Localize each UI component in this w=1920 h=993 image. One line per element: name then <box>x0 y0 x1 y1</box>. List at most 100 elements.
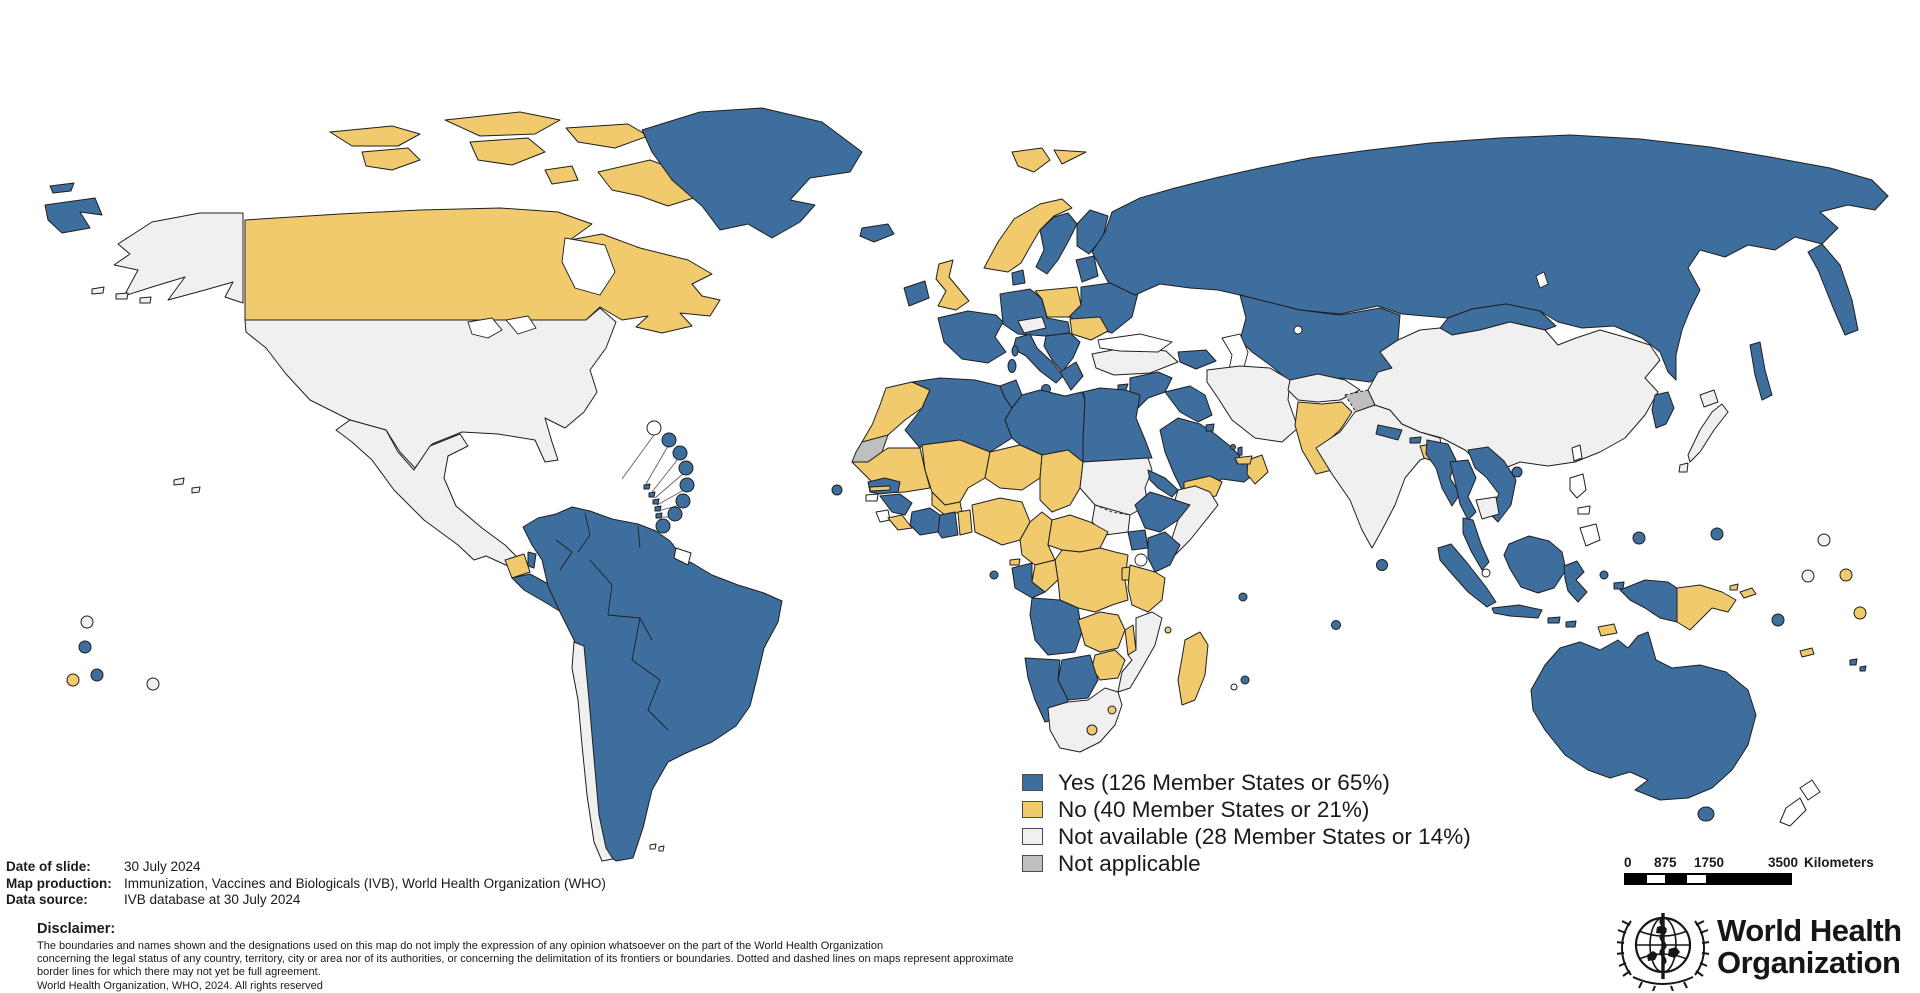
region-pacw-dot-5 <box>146 677 160 691</box>
region-eq-guinea <box>1009 558 1021 566</box>
region-russia-chukotka-2 <box>49 182 75 194</box>
scale-tick-1750: 1750 <box>1694 855 1725 870</box>
meta-source-value: IVB database at 30 July 2024 <box>124 892 301 907</box>
region-china <box>1367 321 1661 471</box>
region-cambodia <box>1475 496 1500 520</box>
region-aleutians <box>91 286 152 304</box>
disclaimer-title: Disclaimer: <box>37 921 116 937</box>
region-arctic-3 <box>444 111 561 137</box>
region-svalbard-2 <box>1053 149 1087 165</box>
legend-label-not-available: Not available (28 Member States or 14%) <box>1058 823 1471 849</box>
middle-east-group <box>1120 371 1269 501</box>
region-timor-leste <box>1597 623 1618 637</box>
disclaimer-line-4: World Health Organization, WHO, 2024. Al… <box>37 979 323 992</box>
region-sardinia <box>1007 359 1017 373</box>
region-fiji-1 <box>1849 658 1858 666</box>
legend-item-not-applicable: Not applicable <box>1022 850 1471 877</box>
region-madagascar <box>1177 631 1209 706</box>
north-america-group <box>44 107 895 635</box>
region-maluku-1 <box>1599 570 1609 580</box>
region-south-sudan <box>1091 504 1131 536</box>
region-tanzania <box>1127 564 1166 613</box>
region-carib-dot-6 <box>675 493 691 509</box>
region-alaska <box>113 212 244 304</box>
region-russia <box>1091 134 1889 381</box>
region-zambia <box>1077 611 1126 653</box>
region-pac-dot-marshall <box>1710 527 1724 541</box>
region-maluku-2 <box>1613 581 1625 590</box>
south-america-group <box>522 506 783 862</box>
who-logo: World Health Organization <box>1617 903 1902 991</box>
region-kashmir <box>1344 389 1376 413</box>
great-lakes-2 <box>505 315 537 335</box>
region-borneo <box>1503 535 1567 594</box>
meta-source-label: Data source: <box>6 892 88 907</box>
region-reunion <box>1230 683 1238 691</box>
map-legend: Yes (126 Member States or 65%) No (40 Me… <box>1022 769 1471 877</box>
region-mauritius <box>1240 675 1250 685</box>
meta-date-label: Date of slide: <box>6 859 91 874</box>
legend-item-yes: Yes (126 Member States or 65%) <box>1022 769 1471 796</box>
legend-item-not-available: Not available (28 Member States or 14%) <box>1022 823 1471 850</box>
region-arctic-7 <box>544 165 579 185</box>
region-fiji-2 <box>1859 665 1867 672</box>
region-romania <box>1069 316 1109 341</box>
region-denmark <box>1011 269 1026 286</box>
black-sea <box>1097 333 1174 353</box>
region-belize <box>527 551 537 569</box>
region-lesotho <box>1086 724 1098 736</box>
region-comoros <box>1164 626 1172 634</box>
region-pacw-dot-4 <box>66 673 80 687</box>
region-thailand <box>1449 459 1477 521</box>
legend-label-no: No (40 Member States or 21%) <box>1058 796 1370 822</box>
russia-group <box>1091 134 1889 401</box>
region-japan-honshu <box>1687 403 1729 463</box>
region-norway <box>983 198 1073 273</box>
region-new-caledonia <box>1799 647 1815 658</box>
region-japan-hokkaido <box>1699 389 1719 408</box>
se-asia-group <box>1425 439 1625 637</box>
who-wordmark: World Health Organization <box>1717 915 1902 979</box>
region-sunda-1 <box>1547 616 1561 624</box>
region-sulawesi <box>1563 560 1588 603</box>
region-new-britain <box>1739 587 1757 599</box>
region-carib-dot-4 <box>678 460 694 476</box>
region-mali <box>921 439 991 506</box>
region-liberia <box>887 514 913 531</box>
region-russia-chukotka <box>44 197 103 234</box>
region-carib-dot-7 <box>667 506 683 522</box>
who-wordmark-line1: World Health <box>1717 913 1902 948</box>
region-south-america <box>522 506 783 862</box>
scale-unit-label: Kilometers <box>1804 855 1874 870</box>
region-pac-dot-kiribati <box>1817 533 1831 547</box>
region-philippines-visayas <box>1577 505 1591 515</box>
region-uae <box>1234 455 1253 465</box>
region-pac-dot-samoa <box>1839 568 1853 582</box>
region-algeria <box>904 377 1013 453</box>
region-png-islands <box>1729 583 1739 591</box>
region-egypt <box>1082 387 1153 463</box>
meta-date-value: 30 July 2024 <box>124 859 201 874</box>
scale-tick-3500: 3500 <box>1768 855 1799 870</box>
region-hawaii <box>173 477 201 494</box>
region-chad <box>1039 449 1084 513</box>
africa-group <box>831 377 1250 753</box>
region-greece <box>1059 361 1084 391</box>
region-carib-dot-1 <box>646 420 662 436</box>
asia-group <box>1206 294 1729 630</box>
region-arctic-4 <box>469 137 546 166</box>
region-iran <box>1206 365 1299 443</box>
region-arctic-1 <box>329 125 421 147</box>
region-singapore <box>1481 568 1491 578</box>
region-pac-dot-tuvalu <box>1801 569 1815 583</box>
region-cape-verde <box>831 484 843 496</box>
region-antilles-islets <box>643 483 663 519</box>
legend-swatch-not-applicable <box>1022 855 1043 872</box>
europe-group <box>903 147 1217 401</box>
region-eritrea-djibouti <box>1147 469 1179 498</box>
region-nz-north <box>1799 779 1821 801</box>
scale-labels: 0 875 1750 3500 Kilometers <box>1624 855 1914 871</box>
region-carib-dot-3 <box>672 445 688 461</box>
